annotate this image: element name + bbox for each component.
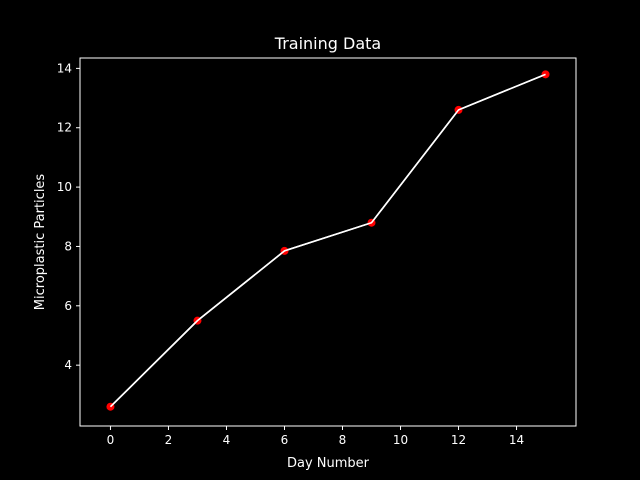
x-tick-label: 6 [281, 433, 289, 447]
y-tick-label: 14 [57, 61, 72, 75]
x-tick-label: 0 [107, 433, 115, 447]
x-tick-label: 8 [339, 433, 347, 447]
y-tick-label: 12 [57, 121, 72, 135]
x-tick-label: 2 [165, 433, 173, 447]
y-tick-label: 8 [64, 239, 72, 253]
ticks: 0 2 4 6 8 10 12 14 4 6 8 10 12 14 [57, 61, 524, 447]
axes-frame [79, 57, 577, 427]
chart-title: Training Data [274, 34, 381, 53]
y-tick-label: 4 [64, 358, 72, 372]
series-line-overlay [109, 73, 546, 408]
x-axis-label: Day Number [287, 456, 370, 471]
y-tick-label: 10 [57, 180, 72, 194]
x-tick-label: 10 [393, 433, 408, 447]
x-tick-label: 12 [451, 433, 466, 447]
x-tick-label: 4 [223, 433, 231, 447]
plot-area [106, 70, 550, 411]
y-axis-label: Microplastic Particles [33, 174, 48, 311]
x-tick-label: 14 [509, 433, 524, 447]
y-tick-label: 6 [64, 299, 72, 313]
